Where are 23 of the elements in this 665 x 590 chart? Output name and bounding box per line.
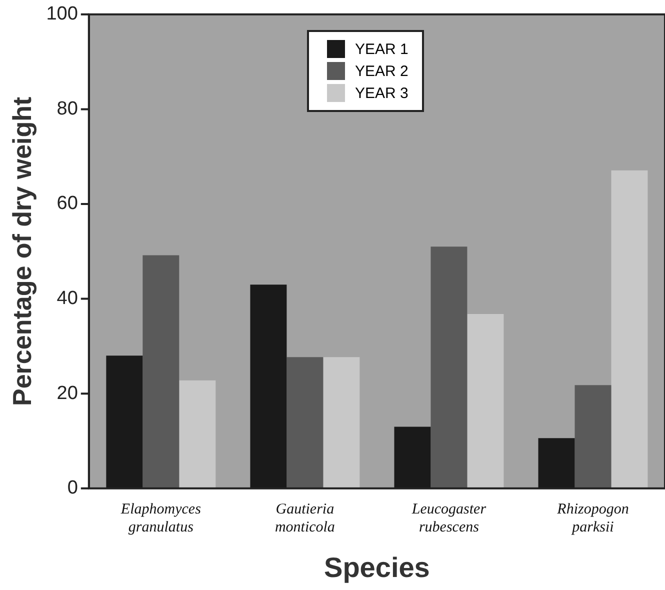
y-tick-label: 40: [56, 288, 78, 310]
x-tick-label: Rhizopogon parksii: [556, 501, 629, 536]
legend-label: YEAR 2: [354, 62, 408, 80]
legend-label: YEAR 3: [354, 84, 408, 102]
y-tick-label: 100: [46, 4, 78, 25]
x-tick-label: Elaphomyces granulatus: [120, 501, 202, 536]
bar: [286, 357, 324, 488]
x-tick-label: Leucogaster rubescens: [410, 501, 486, 536]
bar: [430, 246, 468, 488]
y-axis-title: Percentage of dry weight: [6, 96, 37, 406]
bar: [574, 385, 612, 488]
legend-label: YEAR 1: [354, 40, 408, 58]
bar: [467, 314, 504, 488]
bar: [323, 357, 360, 488]
y-tick-label: 0: [67, 478, 78, 499]
y-tick-label: 20: [56, 382, 78, 404]
y-tick-label: 60: [56, 193, 78, 214]
x-tick-label: Gautieria monticola: [274, 501, 335, 536]
bar: [611, 170, 648, 488]
bar: [142, 255, 180, 488]
bar: [179, 380, 216, 488]
y-tick-label: 80: [56, 98, 78, 120]
x-axis-title: Species: [324, 552, 430, 583]
